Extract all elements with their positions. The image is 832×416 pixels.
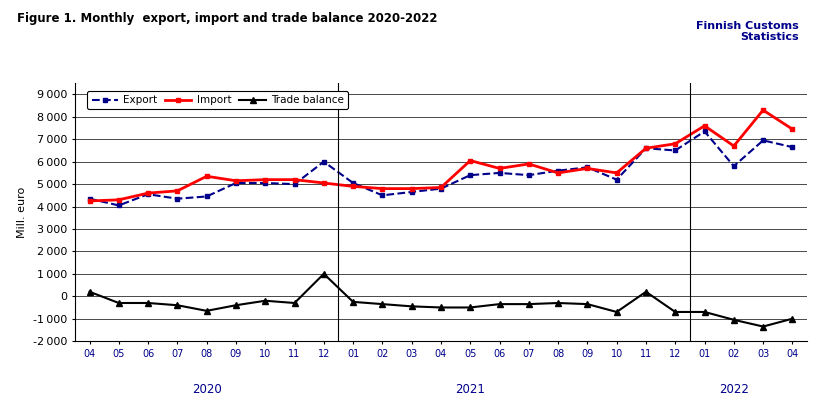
Import — [319, 181, 329, 186]
Trade balance — [319, 271, 329, 276]
Export — [494, 171, 504, 176]
Trade balance — [231, 303, 241, 308]
Trade balance — [641, 289, 651, 294]
Trade balance — [85, 289, 95, 294]
Text: Figure 1. Monthly  export, import and trade balance 2020-2022: Figure 1. Monthly export, import and tra… — [17, 12, 437, 25]
Line: Import: Import — [87, 108, 795, 203]
Trade balance — [524, 302, 534, 307]
Import — [172, 188, 182, 193]
Export — [524, 173, 534, 178]
Import — [729, 144, 739, 149]
Export — [85, 196, 95, 201]
Trade balance — [290, 300, 300, 305]
Export — [143, 192, 153, 197]
Trade balance — [787, 316, 797, 321]
Import — [436, 185, 446, 190]
Import — [465, 158, 475, 163]
Export — [671, 148, 681, 153]
Export — [378, 193, 388, 198]
Import — [700, 123, 710, 128]
Export — [729, 163, 739, 168]
Trade balance — [494, 302, 504, 307]
Export — [553, 168, 563, 173]
Export — [407, 189, 417, 194]
Trade balance — [582, 302, 592, 307]
Export — [201, 194, 211, 199]
Import — [671, 141, 681, 146]
Text: 2020: 2020 — [192, 383, 221, 396]
Export — [758, 138, 768, 143]
Export — [582, 165, 592, 170]
Import — [260, 177, 270, 182]
Import — [641, 146, 651, 151]
Export — [114, 203, 124, 208]
Import — [201, 174, 211, 179]
Trade balance — [201, 308, 211, 313]
Import — [231, 178, 241, 183]
Line: Trade balance: Trade balance — [87, 271, 795, 329]
Export — [465, 173, 475, 178]
Trade balance — [729, 317, 739, 322]
Export — [260, 181, 270, 186]
Export — [290, 182, 300, 187]
Text: 2021: 2021 — [455, 383, 485, 396]
Import — [348, 184, 358, 189]
Export — [787, 145, 797, 150]
Trade balance — [260, 298, 270, 303]
Trade balance — [612, 310, 622, 314]
Legend: Export, Import, Trade balance: Export, Import, Trade balance — [87, 91, 348, 109]
Import — [582, 166, 592, 171]
Trade balance — [671, 310, 681, 314]
Trade balance — [114, 300, 124, 305]
Export — [641, 146, 651, 151]
Import — [143, 191, 153, 196]
Trade balance — [553, 300, 563, 305]
Import — [612, 171, 622, 176]
Text: 2022: 2022 — [719, 383, 749, 396]
Import — [85, 198, 95, 203]
Export — [172, 196, 182, 201]
Trade balance — [407, 304, 417, 309]
Trade balance — [348, 300, 358, 305]
Trade balance — [378, 302, 388, 307]
Import — [494, 166, 504, 171]
Trade balance — [143, 300, 153, 305]
Y-axis label: Mill. euro: Mill. euro — [17, 186, 27, 238]
Export — [231, 181, 241, 186]
Trade balance — [700, 310, 710, 314]
Export — [700, 129, 710, 134]
Import — [114, 197, 124, 202]
Trade balance — [172, 303, 182, 308]
Export — [436, 186, 446, 191]
Trade balance — [758, 324, 768, 329]
Import — [553, 171, 563, 176]
Import — [758, 108, 768, 113]
Trade balance — [465, 305, 475, 310]
Import — [407, 186, 417, 191]
Import — [290, 177, 300, 182]
Export — [348, 181, 358, 186]
Import — [524, 161, 534, 166]
Export — [319, 159, 329, 164]
Export — [612, 177, 622, 182]
Import — [378, 186, 388, 191]
Text: Finnish Customs
Statistics: Finnish Customs Statistics — [696, 21, 799, 42]
Line: Export: Export — [87, 129, 795, 208]
Import — [787, 127, 797, 132]
Trade balance — [436, 305, 446, 310]
